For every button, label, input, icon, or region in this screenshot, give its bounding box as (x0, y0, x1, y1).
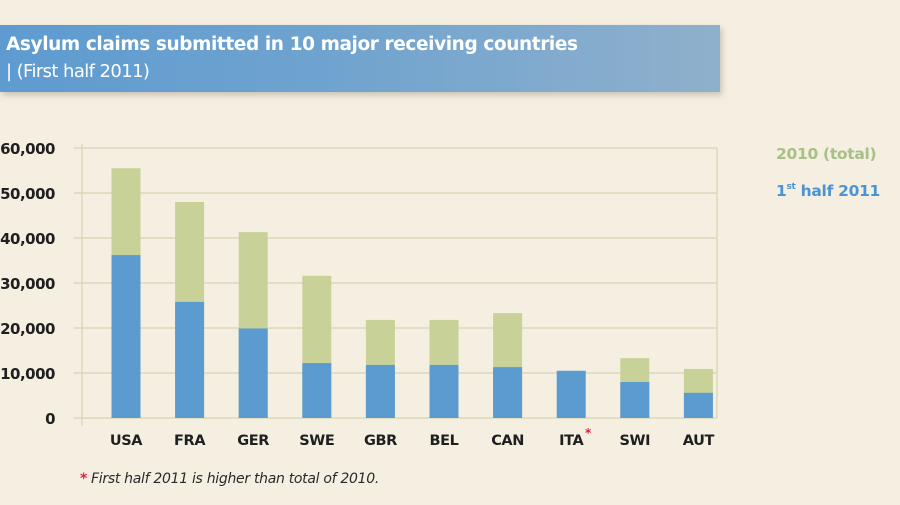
x-tick-label: GBR (364, 433, 397, 449)
bar-first-half-2011-swe (302, 363, 332, 418)
bar-first-half-2011-aut (683, 392, 713, 418)
bar-first-half-2011-usa (111, 255, 141, 418)
legend-label-suffix: half 2011 (795, 182, 881, 200)
x-tick-label: SWE (299, 433, 334, 449)
x-tick-label: BEL (430, 433, 459, 449)
legend-item-first-half-2011: 1st half 2011 (776, 182, 880, 200)
y-tick-label: 50,000 (0, 185, 55, 203)
y-tick-label: 40,000 (0, 230, 55, 248)
footnote-text: First half 2011 is higher than total of … (91, 471, 379, 487)
legend-label-sup: st (786, 182, 796, 192)
x-tick-marker-asterisk: * (585, 426, 592, 440)
x-tick-label: FRA (174, 433, 206, 449)
y-tick-label: 60,000 (0, 140, 55, 158)
legend-label-prefix: 1 (776, 182, 787, 200)
chart-subtitle: | (First half 2011) (6, 61, 150, 82)
footnote-asterisk: * (80, 471, 88, 487)
y-tick-label: 10,000 (0, 365, 55, 383)
x-tick-label: USA (110, 433, 143, 449)
legend-item-2010-total: 2010 (total) (776, 145, 877, 163)
bar-first-half-2011-bel (429, 364, 459, 418)
bar-first-half-2011-swi (620, 382, 650, 418)
bar-first-half-2011-ita (556, 370, 586, 418)
bar-first-half-2011-ger (238, 328, 268, 418)
y-tick-label: 30,000 (0, 275, 55, 293)
title-banner: Asylum claims submitted in 10 major rece… (0, 25, 720, 92)
x-tick-label: ITA (559, 433, 584, 449)
y-tick-label: 20,000 (0, 320, 55, 338)
x-tick-label: CAN (491, 433, 524, 449)
footnote: * First half 2011 is higher than total of… (80, 471, 379, 487)
legend-label-2010-total: 2010 (total) (776, 145, 877, 163)
x-tick-label: SWI (619, 433, 650, 449)
x-tick-label: GER (237, 433, 269, 449)
x-tick-label: AUT (683, 433, 715, 449)
y-tick-label: 0 (45, 410, 55, 428)
bar-first-half-2011-gbr (365, 364, 395, 418)
bar-first-half-2011-can (493, 367, 523, 418)
bar-first-half-2011-fra (175, 301, 205, 418)
chart-title: Asylum claims submitted in 10 major rece… (6, 34, 578, 55)
